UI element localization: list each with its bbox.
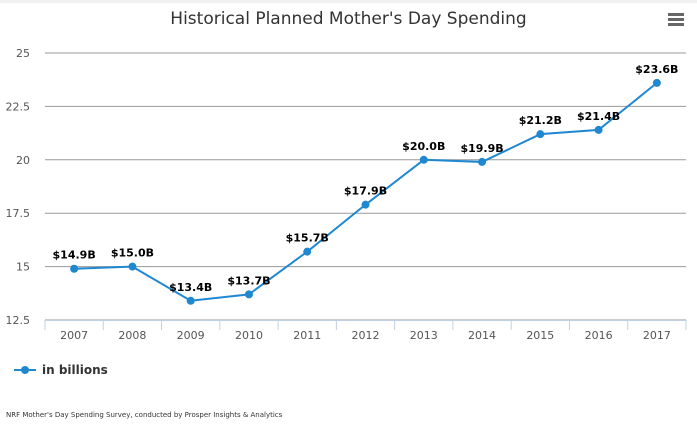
x-tick-label: 2009 (177, 329, 205, 342)
data-label: $13.7B (227, 274, 270, 287)
hamburger-icon[interactable] (668, 13, 684, 27)
x-tick-label: 2013 (410, 329, 438, 342)
data-label: $20.0B (402, 140, 445, 153)
data-label: $15.0B (111, 247, 154, 260)
x-tick-label: 2017 (643, 329, 671, 342)
y-tick-label: 15 (16, 261, 30, 274)
x-tick-label: 2015 (526, 329, 554, 342)
data-point (361, 200, 370, 209)
data-point (594, 125, 603, 134)
x-tick-label: 2007 (60, 329, 88, 342)
data-point (70, 264, 79, 273)
x-tick-label: 2014 (468, 329, 496, 342)
data-label: $13.4B (169, 281, 212, 294)
x-tick-label: 2016 (585, 329, 613, 342)
y-tick-label: 12.5 (6, 314, 31, 327)
y-tick-label: 20 (16, 154, 30, 167)
data-point (186, 296, 195, 305)
x-tick-label: 2012 (352, 329, 380, 342)
legend-marker-icon (14, 366, 36, 374)
data-point (478, 157, 487, 166)
y-tick-label: 22.5 (6, 100, 31, 113)
data-point (303, 247, 312, 256)
legend-item[interactable]: in billions (14, 363, 108, 377)
top-bar (0, 0, 697, 3)
data-label: $14.9B (53, 249, 96, 262)
data-label: $23.6B (635, 63, 678, 76)
credit-text: NRF Mother's Day Spending Survey, conduc… (6, 411, 283, 419)
data-point (419, 155, 428, 164)
data-label: $21.2B (519, 114, 562, 127)
y-tick-label: 25 (16, 47, 30, 60)
data-point (244, 290, 253, 299)
legend-label: in billions (42, 363, 108, 377)
data-point (652, 78, 661, 87)
data-label: $19.9B (460, 142, 503, 155)
x-tick-label: 2008 (118, 329, 146, 342)
y-tick-label: 17.5 (6, 207, 31, 220)
data-point (128, 262, 137, 271)
data-label: $17.9B (344, 185, 387, 198)
data-point (536, 130, 545, 139)
data-label: $21.4B (577, 110, 620, 123)
chart-title: Historical Planned Mother's Day Spending (170, 9, 527, 29)
data-label: $15.7B (286, 232, 329, 245)
x-tick-label: 2011 (293, 329, 321, 342)
x-tick-label: 2010 (235, 329, 263, 342)
